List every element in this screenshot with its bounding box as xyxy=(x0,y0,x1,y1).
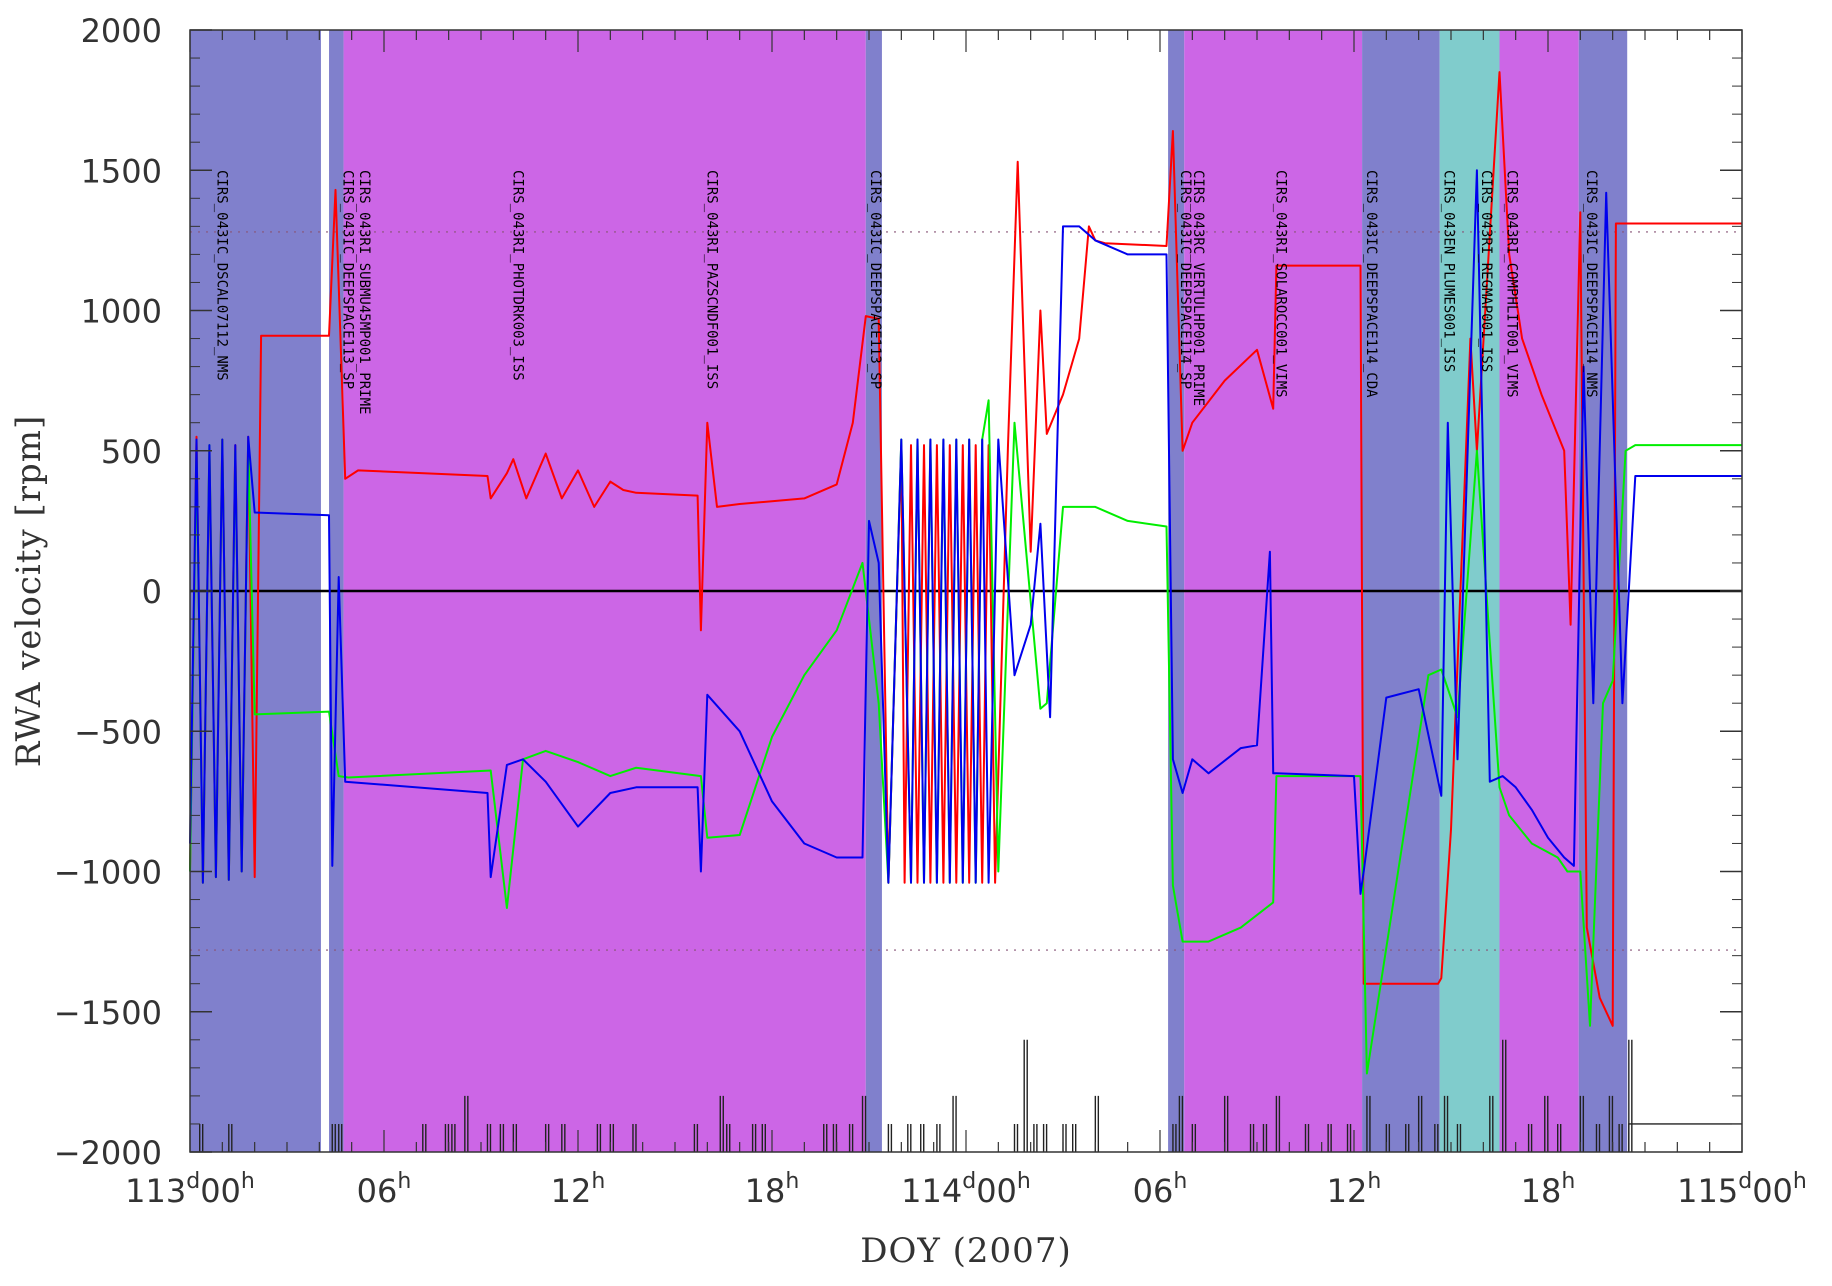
x-axis-title: DOY (2007) xyxy=(860,1231,1071,1271)
observation-label: CIRS_043RI_SUBMU45MP001_PRIME xyxy=(356,170,372,414)
y-tick-label: 500 xyxy=(101,433,162,471)
x-tick-label: 06h xyxy=(357,1169,412,1210)
x-tick-labels: 113d00h 06h 12h 18h 114d00h 06h 12h 18h 115d00h xyxy=(125,1169,1807,1210)
x-tick-label: 18h xyxy=(1521,1169,1576,1210)
x-tick-label: 18h xyxy=(745,1169,800,1210)
x-tick-label: 114d00h xyxy=(901,1169,1031,1210)
observation-label: CIRS_043RI_PHOTDRK003_ISS xyxy=(509,170,525,381)
y-axis-title: RWA velocity [rpm] xyxy=(9,415,49,768)
observation-label: CIRS_043RC_VERTULHP001_PRIME xyxy=(1190,170,1206,406)
y-tick-label: 0 xyxy=(142,573,162,611)
y-tick-label: 1500 xyxy=(81,152,162,190)
y-tick-label: −1500 xyxy=(54,994,162,1032)
observation-label: CIRS_043RI_COMPHLIT001_VIMS xyxy=(1504,170,1520,398)
observation-label: CIRS_043RI_REGMAP001_ISS xyxy=(1478,170,1494,372)
observation-label: CIRS_043RI_SOLAROCC001_VIMS xyxy=(1273,170,1289,398)
y-tick-label: 2000 xyxy=(81,12,162,50)
x-tick-label: 12h xyxy=(551,1169,606,1210)
y-tick-label: 1000 xyxy=(81,293,162,331)
x-tick-label: 113d00h xyxy=(125,1169,255,1210)
observation-label: CIRS_043EN_PLUMES001_ISS xyxy=(1441,170,1457,372)
x-tick-label: 06h xyxy=(1133,1169,1188,1210)
y-tick-label: −500 xyxy=(74,713,162,751)
observation-label: CIRS_043IC_DEEPSPACE114_NMS xyxy=(1583,170,1599,398)
observation-label: CIRS_043IC_DEEPSPACE113_SP xyxy=(867,170,883,389)
x-tick-label: 115d00h xyxy=(1677,1169,1807,1210)
y-tick-labels: −2000 −1500 −1000 −500 0 500 1000 1500 2000 xyxy=(54,12,162,1172)
observation-label: CIRS_043IC_DEEPSPACE113_SP xyxy=(340,170,356,389)
y-tick-label: −2000 xyxy=(54,1134,162,1172)
observation-label: CIRS_043RI_PAZSCNDF001_ISS xyxy=(703,170,719,389)
event-baseline-tail xyxy=(1629,1124,1742,1152)
y-tick-label: −1000 xyxy=(54,854,162,892)
observation-label: CIRS_043IC_DSCAL07112_NMS xyxy=(214,170,230,381)
x-tick-label: 12h xyxy=(1327,1169,1382,1210)
observation-label: CIRS_043IC_DEEPSPACE114_CDA xyxy=(1363,170,1379,398)
